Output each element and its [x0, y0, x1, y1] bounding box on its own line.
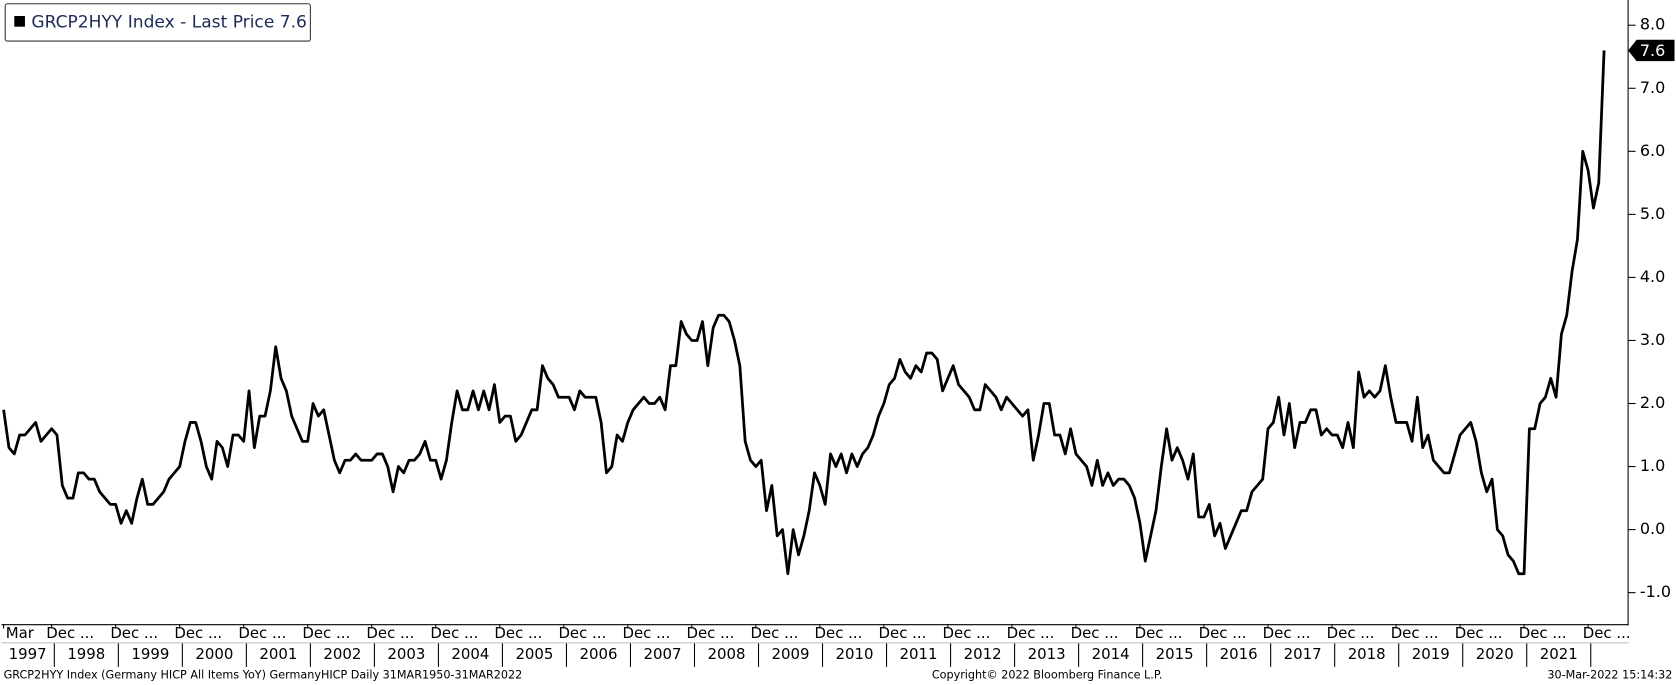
x-tick-label: Dec ... [1519, 624, 1567, 642]
legend: GRCP2HYY Index - Last Price 7.6 [4, 3, 311, 42]
year-label: 2008 [708, 645, 746, 663]
year-label: 2007 [643, 645, 681, 663]
year-label: 2001 [259, 645, 297, 663]
year-label: 2015 [1156, 645, 1194, 663]
y-tick-label: 6.0 [1640, 141, 1665, 160]
x-tick-label: Dec ... [430, 624, 478, 642]
x-tick-label: Dec ... [110, 624, 158, 642]
y-tick-label: 8.0 [1640, 15, 1665, 34]
x-tick-label: Dec ... [1583, 624, 1631, 642]
series-line [2, 50, 1606, 576]
year-label: 2013 [1028, 645, 1066, 663]
y-tick-label: 0.0 [1640, 519, 1665, 538]
y-tick-label: -1.0 [1640, 582, 1671, 601]
year-label: 2016 [1220, 645, 1258, 663]
x-tick-label: Dec ... [1391, 624, 1439, 642]
x-tick-label: Dec ... [238, 624, 286, 642]
year-label: 2009 [772, 645, 810, 663]
y-tick-label: 7.0 [1640, 78, 1665, 97]
x-tick-label: Dec ... [1135, 624, 1183, 642]
x-tick-label: Dec ... [879, 624, 927, 642]
year-label: 1999 [131, 645, 169, 663]
x-tick-label: Dec ... [366, 624, 414, 642]
x-tick-label: Dec ... [174, 624, 222, 642]
year-label: 2000 [195, 645, 233, 663]
x-tick-label: Dec ... [558, 624, 606, 642]
x-tick-label: Dec ... [1071, 624, 1119, 642]
year-label: 2014 [1092, 645, 1130, 663]
x-tick-label: Mar [6, 624, 35, 642]
footer-right: 30-Mar-2022 15:14:32 [1547, 668, 1672, 681]
year-label: 2018 [1348, 645, 1386, 663]
year-label: 2005 [515, 645, 553, 663]
y-tick-label: 2.0 [1640, 393, 1665, 412]
year-label: 1997 [9, 645, 47, 663]
y-tick-label: 3.0 [1640, 330, 1665, 349]
year-label: 2012 [964, 645, 1002, 663]
x-tick-label: Dec ... [1263, 624, 1311, 642]
legend-label: GRCP2HYY Index - Last Price 7.6 [31, 12, 307, 32]
last-price-tag [1628, 39, 1675, 62]
y-tick-label: 4.0 [1640, 267, 1665, 286]
year-label: 2021 [1540, 645, 1578, 663]
year-label: 2003 [387, 645, 425, 663]
x-tick-label: Dec ... [46, 624, 94, 642]
x-tick-label: Dec ... [494, 624, 542, 642]
year-label: 2002 [323, 645, 361, 663]
last-price-label: 7.6 [1640, 41, 1665, 60]
x-tick-label: Dec ... [815, 624, 863, 642]
year-label: 2010 [836, 645, 874, 663]
year-label: 2011 [900, 645, 938, 663]
year-label: 2020 [1476, 645, 1514, 663]
x-tick-label: Dec ... [686, 624, 734, 642]
footer-left: GRCP2HYY Index (Germany HICP All Items Y… [4, 668, 523, 681]
year-label: 2019 [1412, 645, 1450, 663]
x-tick-label: Dec ... [1007, 624, 1055, 642]
y-tick-label: 1.0 [1640, 456, 1665, 475]
footer-center: Copyright© 2022 Bloomberg Finance L.P. [932, 668, 1163, 681]
x-tick-label: Dec ... [751, 624, 799, 642]
x-tick-label: Dec ... [1327, 624, 1375, 642]
legend-swatch [14, 16, 25, 27]
x-tick-label: Dec ... [302, 624, 350, 642]
y-tick-label: 5.0 [1640, 204, 1665, 223]
year-label: 2006 [579, 645, 617, 663]
x-tick-label: Dec ... [943, 624, 991, 642]
year-label: 2017 [1284, 645, 1322, 663]
year-label: 1998 [67, 645, 105, 663]
year-label: 2004 [451, 645, 489, 663]
x-tick-label: Dec ... [1455, 624, 1503, 642]
x-tick-label: Dec ... [622, 624, 670, 642]
legend-box [4, 3, 311, 42]
x-tick-label: Dec ... [1199, 624, 1247, 642]
